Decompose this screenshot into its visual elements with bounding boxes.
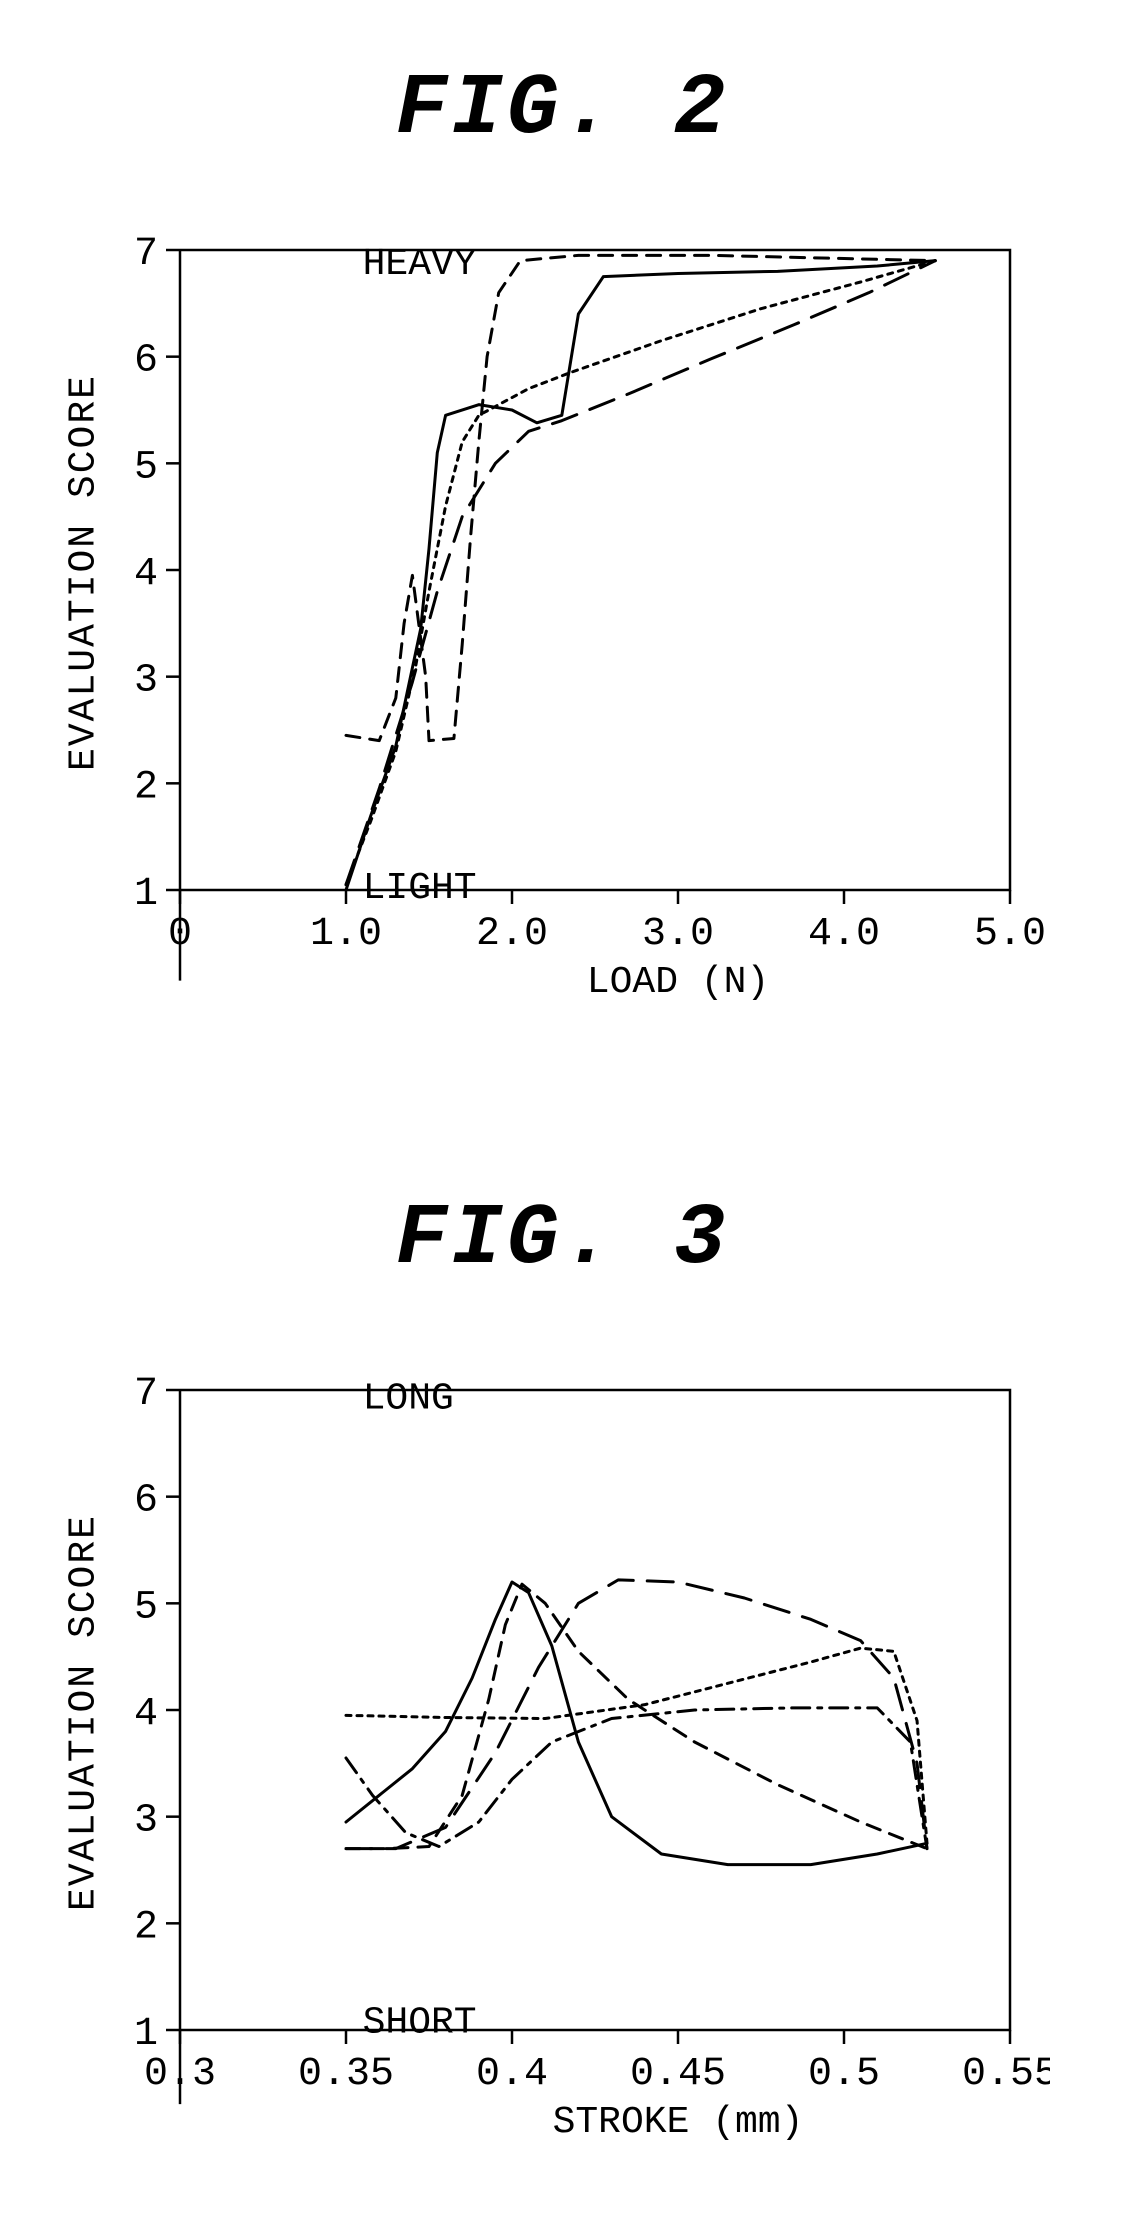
y-tick-label: 3 <box>134 659 158 704</box>
x-axis-label: STROKE (mm) <box>553 2101 804 2140</box>
fig2-chart: 0 1.0 2.0 3.0 4.0 5.0 1 2 3 4 5 6 7 LOAD (N) HEAVY LIGH… <box>110 220 1050 1000</box>
plot-border <box>180 1390 1010 2030</box>
x-tick-label: 3.0 <box>642 912 714 957</box>
fig2-title: FIG. 2 <box>0 60 1125 158</box>
page: FIG. 2 EVALUATION SCORE 0 1.0 2.0 3.0 4.0 5.0… <box>0 0 1125 2238</box>
x-tick-label: 0.3 <box>144 2052 216 2097</box>
series-solid <box>346 1582 927 1865</box>
series-fine-dot <box>346 261 935 885</box>
y-tick-label: 7 <box>134 232 158 277</box>
fig3-y-axis-label: EVALUATION SCORE <box>63 1513 106 1913</box>
x-tick-label: 0.5 <box>808 2052 880 2097</box>
annotation: LIGHT <box>363 867 477 910</box>
y-tick-label: 1 <box>134 872 158 917</box>
fig2-y-axis-label: EVALUATION SCORE <box>63 373 106 773</box>
y-tick-label: 1 <box>134 2012 158 2057</box>
series-long-dash <box>346 261 935 885</box>
x-tick-label: 2.0 <box>476 912 548 957</box>
y-tick-label: 3 <box>134 1799 158 1844</box>
annotation: SHORT <box>363 2002 477 2045</box>
x-tick-label: 0.45 <box>630 2052 726 2097</box>
y-tick-label: 5 <box>134 1585 158 1630</box>
series-solid <box>346 261 935 890</box>
x-tick-label: 1.0 <box>310 912 382 957</box>
plot-border <box>180 250 1010 890</box>
y-tick-label: 4 <box>134 552 158 597</box>
fig3-chart: 0.3 0.35 0.4 0.45 0.5 0.55 1 2 3 4 5 6 7 STROKE (mm) L… <box>110 1360 1050 2140</box>
x-tick-label: 0.4 <box>476 2052 548 2097</box>
y-tick-label: 4 <box>134 1692 158 1737</box>
y-tick-label: 7 <box>134 1372 158 1417</box>
fig3-title: FIG. 3 <box>0 1190 1125 1288</box>
x-tick-label: 0.55 <box>962 2052 1050 2097</box>
y-tick-label: 6 <box>134 339 158 384</box>
series-long-dash <box>346 1580 927 1849</box>
y-tick-label: 6 <box>134 1479 158 1524</box>
y-tick-label: 5 <box>134 445 158 490</box>
x-tick-label: 5.0 <box>974 912 1046 957</box>
x-tick-label: 0.35 <box>298 2052 394 2097</box>
x-tick-label: 0 <box>168 912 192 957</box>
x-axis-label: LOAD (N) <box>587 961 769 1000</box>
x-tick-label: 4.0 <box>808 912 880 957</box>
annotation: HEAVY <box>363 243 477 286</box>
y-tick-label: 2 <box>134 765 158 810</box>
annotation: LONG <box>363 1378 454 1421</box>
y-tick-label: 2 <box>134 1905 158 1950</box>
series-dash-dot <box>346 1708 927 1849</box>
